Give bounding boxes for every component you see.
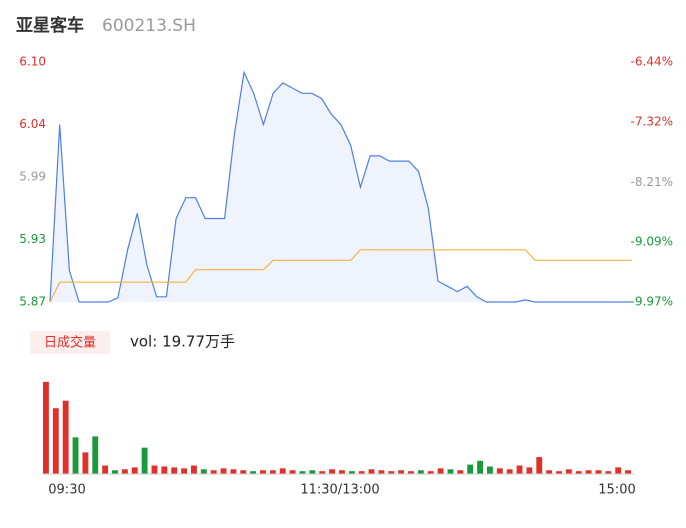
volume-bar <box>339 470 345 474</box>
volume-bar <box>220 468 227 474</box>
volume-bar <box>72 437 79 474</box>
volume-bar <box>92 436 99 474</box>
volume-bar <box>62 400 69 474</box>
volume-bar <box>191 465 197 474</box>
volume-bar <box>417 470 424 474</box>
volume-bar <box>289 470 296 474</box>
price-line <box>49 70 632 303</box>
volume-badge <box>30 331 110 354</box>
volume-title: 日成交量 <box>44 335 96 351</box>
x-tick-label: 09:30 <box>48 483 85 498</box>
volume-bar <box>181 468 187 474</box>
volume-bar <box>358 471 365 474</box>
y-tick-label: 5.99 <box>19 169 46 183</box>
volume-bar <box>536 457 543 474</box>
average-line <box>49 249 632 303</box>
y2-tick-label: -6.44% <box>631 55 673 69</box>
volume-bar <box>102 465 109 474</box>
volume-bar <box>457 470 464 474</box>
y2-tick-label: -9.09% <box>631 235 673 249</box>
y-tick-label: 6.10 <box>19 55 46 69</box>
x-tick-label: 15:00 <box>598 483 635 498</box>
volume-bar <box>43 381 49 474</box>
volume-bar <box>437 468 444 474</box>
y2-tick-label: -7.32% <box>631 114 673 128</box>
volume-bar <box>526 467 533 474</box>
volume-bar <box>200 469 207 474</box>
volume-bar <box>605 471 612 474</box>
title: 亚星客车 <box>16 15 84 36</box>
volume-bar <box>131 467 138 474</box>
volume-bar <box>82 452 89 474</box>
x-tick-label: 11:30/13:00 <box>300 483 379 498</box>
volume-bar <box>427 471 434 474</box>
volume-bar <box>250 471 257 474</box>
volume-bar <box>496 468 503 474</box>
y-tick-label: 6.04 <box>19 117 46 131</box>
volume-bar <box>398 470 405 474</box>
volume-bar <box>329 469 335 474</box>
volume-bar <box>141 447 148 474</box>
volume-bar <box>309 470 316 474</box>
volume-bar <box>477 460 483 474</box>
volume-bar <box>615 467 622 474</box>
y-tick-label: 5.87 <box>19 295 46 309</box>
y-tick-label: 5.93 <box>19 232 46 246</box>
y2-tick-label: -8.21% <box>631 175 673 189</box>
volume-bar <box>368 469 375 474</box>
volume-bar <box>447 469 454 474</box>
volume-bar <box>319 471 326 474</box>
volume-bar <box>516 465 523 474</box>
volume-bar <box>279 468 286 474</box>
volume-bar <box>121 469 128 474</box>
y2-tick-label: -9.97% <box>631 295 673 309</box>
volume-bar <box>151 465 158 474</box>
volume-bar <box>210 470 217 474</box>
volume-bar <box>112 470 118 474</box>
volume-bar <box>487 466 493 474</box>
volume-bar <box>378 470 385 474</box>
volume-bar <box>299 471 306 474</box>
volume-bar <box>546 470 553 474</box>
volume-bar <box>467 464 474 474</box>
volume-bar <box>230 469 237 474</box>
volume-bar <box>565 469 572 474</box>
volume-bar <box>348 471 355 474</box>
volume-bar <box>52 408 59 474</box>
volume-label: vol: 19.77万手 <box>130 333 235 351</box>
price-area <box>50 72 632 303</box>
volume-bar <box>585 470 592 474</box>
volume-bar <box>556 471 562 474</box>
volume-bar <box>575 471 582 474</box>
volume-bar <box>595 470 602 474</box>
volume-bar <box>171 467 178 474</box>
volume-bar <box>625 470 631 474</box>
volume-bar <box>240 470 247 474</box>
subtitle: 600213.SH <box>102 16 196 36</box>
volume-bar <box>388 471 395 474</box>
volume-bar <box>408 471 414 474</box>
volume-bar <box>161 466 168 474</box>
volume-bar <box>506 469 513 474</box>
volume-bar <box>260 470 266 474</box>
volume-bar <box>269 470 276 474</box>
